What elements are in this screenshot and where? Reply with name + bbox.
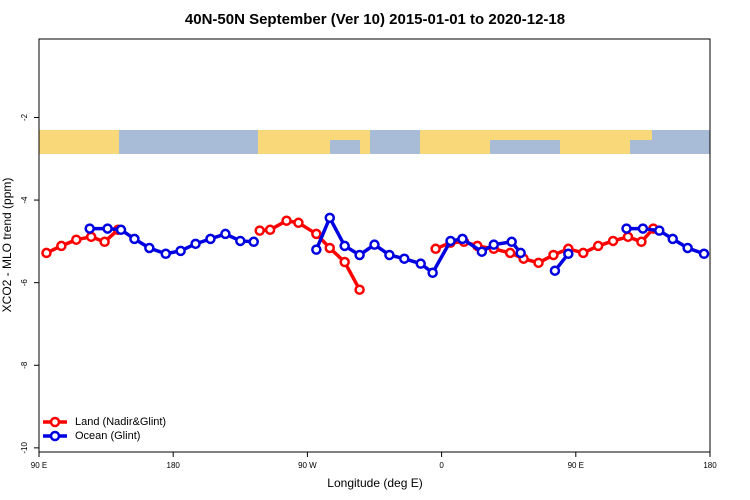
point [293, 217, 304, 229]
point [369, 239, 380, 250]
point [115, 224, 127, 236]
point [476, 246, 488, 257]
point [254, 225, 265, 236]
point [235, 235, 246, 247]
point [190, 238, 201, 250]
point [457, 233, 468, 245]
point [324, 242, 336, 254]
point [427, 267, 438, 279]
point [533, 257, 544, 269]
x-tick-label: 90 E [31, 461, 47, 470]
point [506, 236, 517, 248]
legend-label: Ocean (Glint) [75, 430, 140, 442]
point [339, 240, 350, 252]
y-tick-label: -4 [20, 196, 29, 204]
point [324, 212, 336, 224]
chart-title: 40N-50N September (Ver 10) 2015-01-01 to… [185, 11, 565, 28]
x-tick-label: 180 [703, 461, 717, 470]
point [504, 247, 516, 259]
series-line [45, 218, 655, 291]
point [488, 239, 500, 250]
point [339, 256, 350, 268]
point [430, 243, 441, 255]
point [41, 247, 52, 259]
legend-marker [49, 430, 61, 442]
point [102, 223, 113, 234]
point [99, 236, 110, 248]
point [205, 233, 216, 245]
x-axis-label: Longitude (deg E) [327, 476, 422, 490]
point [71, 234, 82, 245]
point [281, 215, 292, 226]
point [248, 236, 259, 248]
point [85, 231, 97, 243]
x-tick-label: 180 [167, 461, 181, 470]
point [636, 236, 647, 248]
point [621, 223, 632, 234]
legend-marker [49, 416, 61, 428]
point [607, 235, 619, 247]
point [622, 231, 634, 243]
point [56, 240, 67, 252]
point [311, 228, 322, 240]
point [515, 247, 526, 259]
point [220, 228, 231, 240]
point [175, 245, 186, 257]
x-tick-label: 0 [439, 461, 444, 470]
point [682, 242, 693, 254]
point [667, 233, 678, 245]
point [399, 253, 410, 264]
x-tick-label: 90 E [568, 461, 584, 470]
y-tick-label: -8 [20, 361, 29, 369]
point [144, 242, 155, 254]
y-tick-label: -10 [20, 442, 29, 454]
plot-frame [38, 38, 711, 453]
point [160, 248, 171, 260]
map-strip [39, 130, 710, 154]
point [549, 265, 561, 276]
point [84, 223, 95, 234]
point [592, 240, 604, 252]
legend-label: Land (Nadir&Glint) [75, 416, 166, 428]
y-tick-label: -2 [20, 113, 29, 121]
y-tick-label: -6 [20, 279, 29, 287]
point [637, 223, 649, 234]
point [415, 258, 426, 269]
x-tick-label: 90 W [298, 461, 317, 470]
point [129, 233, 140, 245]
point [698, 248, 710, 260]
point [354, 249, 365, 261]
point [548, 249, 559, 261]
point [264, 224, 276, 236]
point [654, 225, 665, 236]
point [311, 244, 322, 255]
point [384, 249, 395, 261]
point [445, 235, 456, 247]
point [563, 248, 574, 260]
point [578, 247, 589, 259]
y-axis-label: XCO2 - MLO trend (ppm) [0, 178, 14, 313]
point [354, 284, 365, 295]
